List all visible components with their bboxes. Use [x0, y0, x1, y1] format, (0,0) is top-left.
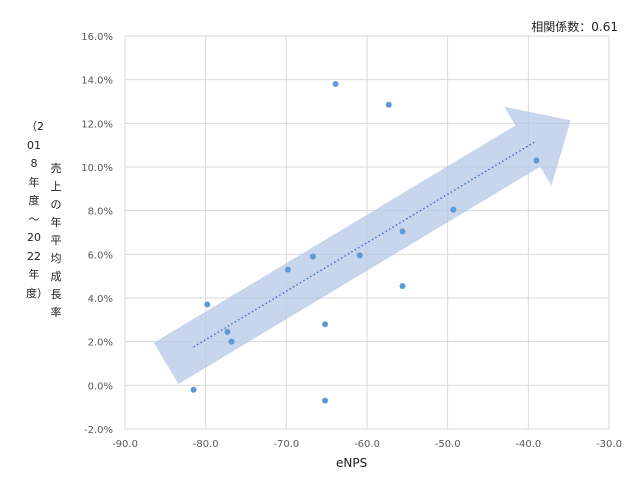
data-points — [190, 81, 540, 404]
y-tick-label: 14.0% — [81, 76, 113, 87]
data-point — [385, 101, 392, 108]
trendline-layer — [193, 140, 537, 348]
data-point — [224, 328, 231, 335]
y-tick-labels: -2.0% 0.0% 2.0% 4.0% 6.0% 8.0% 10.0% 12.0% 14.0%… — [81, 32, 113, 436]
x-axis-label: eNPS — [336, 456, 368, 470]
x-tick-label: -50.0 — [435, 439, 461, 450]
y-axis-sublabel: （2018年度～2022年度） — [26, 120, 48, 300]
x-tick-labels: -90.0 -80.0 -70.0 -60.0 -50.0 -40.0 -30.0 — [112, 439, 622, 450]
data-point — [399, 228, 406, 235]
data-point — [399, 282, 406, 289]
x-tick-label: -60.0 — [354, 439, 380, 450]
y-tick-label: 6.0% — [88, 250, 113, 261]
x-tick-label: -80.0 — [193, 439, 219, 450]
data-point — [190, 386, 197, 393]
data-point — [322, 397, 329, 404]
data-point — [332, 81, 339, 88]
y-tick-label: -2.0% — [84, 425, 113, 436]
x-tick-label: -30.0 — [596, 439, 622, 450]
y-tick-label: 8.0% — [88, 207, 113, 218]
y-tick-label: 16.0% — [81, 32, 113, 43]
data-point — [204, 301, 211, 308]
y-tick-label: 4.0% — [88, 294, 113, 305]
y-tick-label: 0.0% — [88, 381, 113, 392]
data-point — [228, 338, 235, 345]
trendline — [193, 140, 537, 348]
data-point — [309, 253, 316, 260]
x-tick-label: -90.0 — [112, 439, 138, 450]
x-tick-label: -70.0 — [273, 439, 299, 450]
y-axis-label: 売上の年平均成長率 — [50, 162, 62, 319]
data-point — [450, 206, 457, 213]
y-tick-label: 10.0% — [81, 163, 113, 174]
x-tick-label: -40.0 — [515, 439, 541, 450]
data-point — [533, 157, 540, 164]
data-point — [284, 266, 291, 273]
y-tick-label: 12.0% — [81, 119, 113, 130]
data-point — [322, 321, 329, 328]
correlation-label: 相関係数：0.61 — [531, 20, 618, 34]
y-tick-label: 2.0% — [88, 338, 113, 349]
data-point — [356, 252, 363, 259]
